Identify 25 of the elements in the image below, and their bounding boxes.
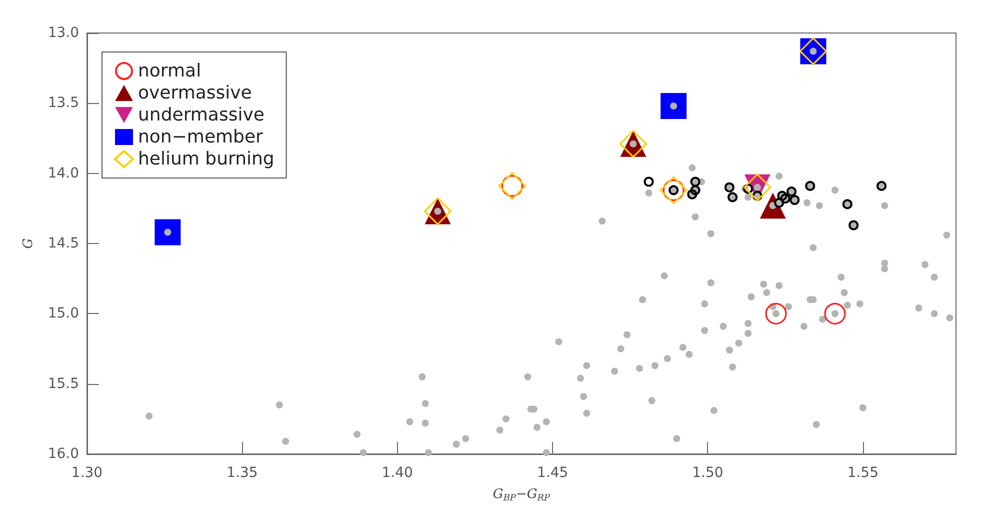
legend-label: undermassive [138,104,264,126]
x-tick-label: 1.30 [71,465,103,481]
point [644,176,654,187]
x-tick-label: 1.45 [536,465,568,481]
y-tick-label: 13.0 [48,25,79,41]
x-tick-label: 1.50 [692,465,724,481]
y-tick-label: 14.0 [48,165,79,182]
y-axis-title: G [21,238,36,249]
y-tick-label: 14.5 [48,236,79,252]
point [154,219,181,246]
point [660,92,687,119]
y-tick-label: 15.0 [48,306,79,322]
legend-label: non−member [138,126,264,148]
x-tick-label: 1.40 [382,465,413,481]
x-tick-label: 1.55 [847,465,878,481]
y-tick-label: 13.5 [48,95,79,112]
point [824,302,846,324]
legend-label: helium burning [138,148,274,170]
legend-label: normal [138,60,202,82]
x-tick-label: 1.35 [226,465,258,481]
point [743,184,754,194]
y-tick-label: 15.5 [48,376,79,392]
legend-label: overmassive [138,82,252,104]
point [765,302,787,324]
y-tick-label: 16.0 [48,446,79,462]
